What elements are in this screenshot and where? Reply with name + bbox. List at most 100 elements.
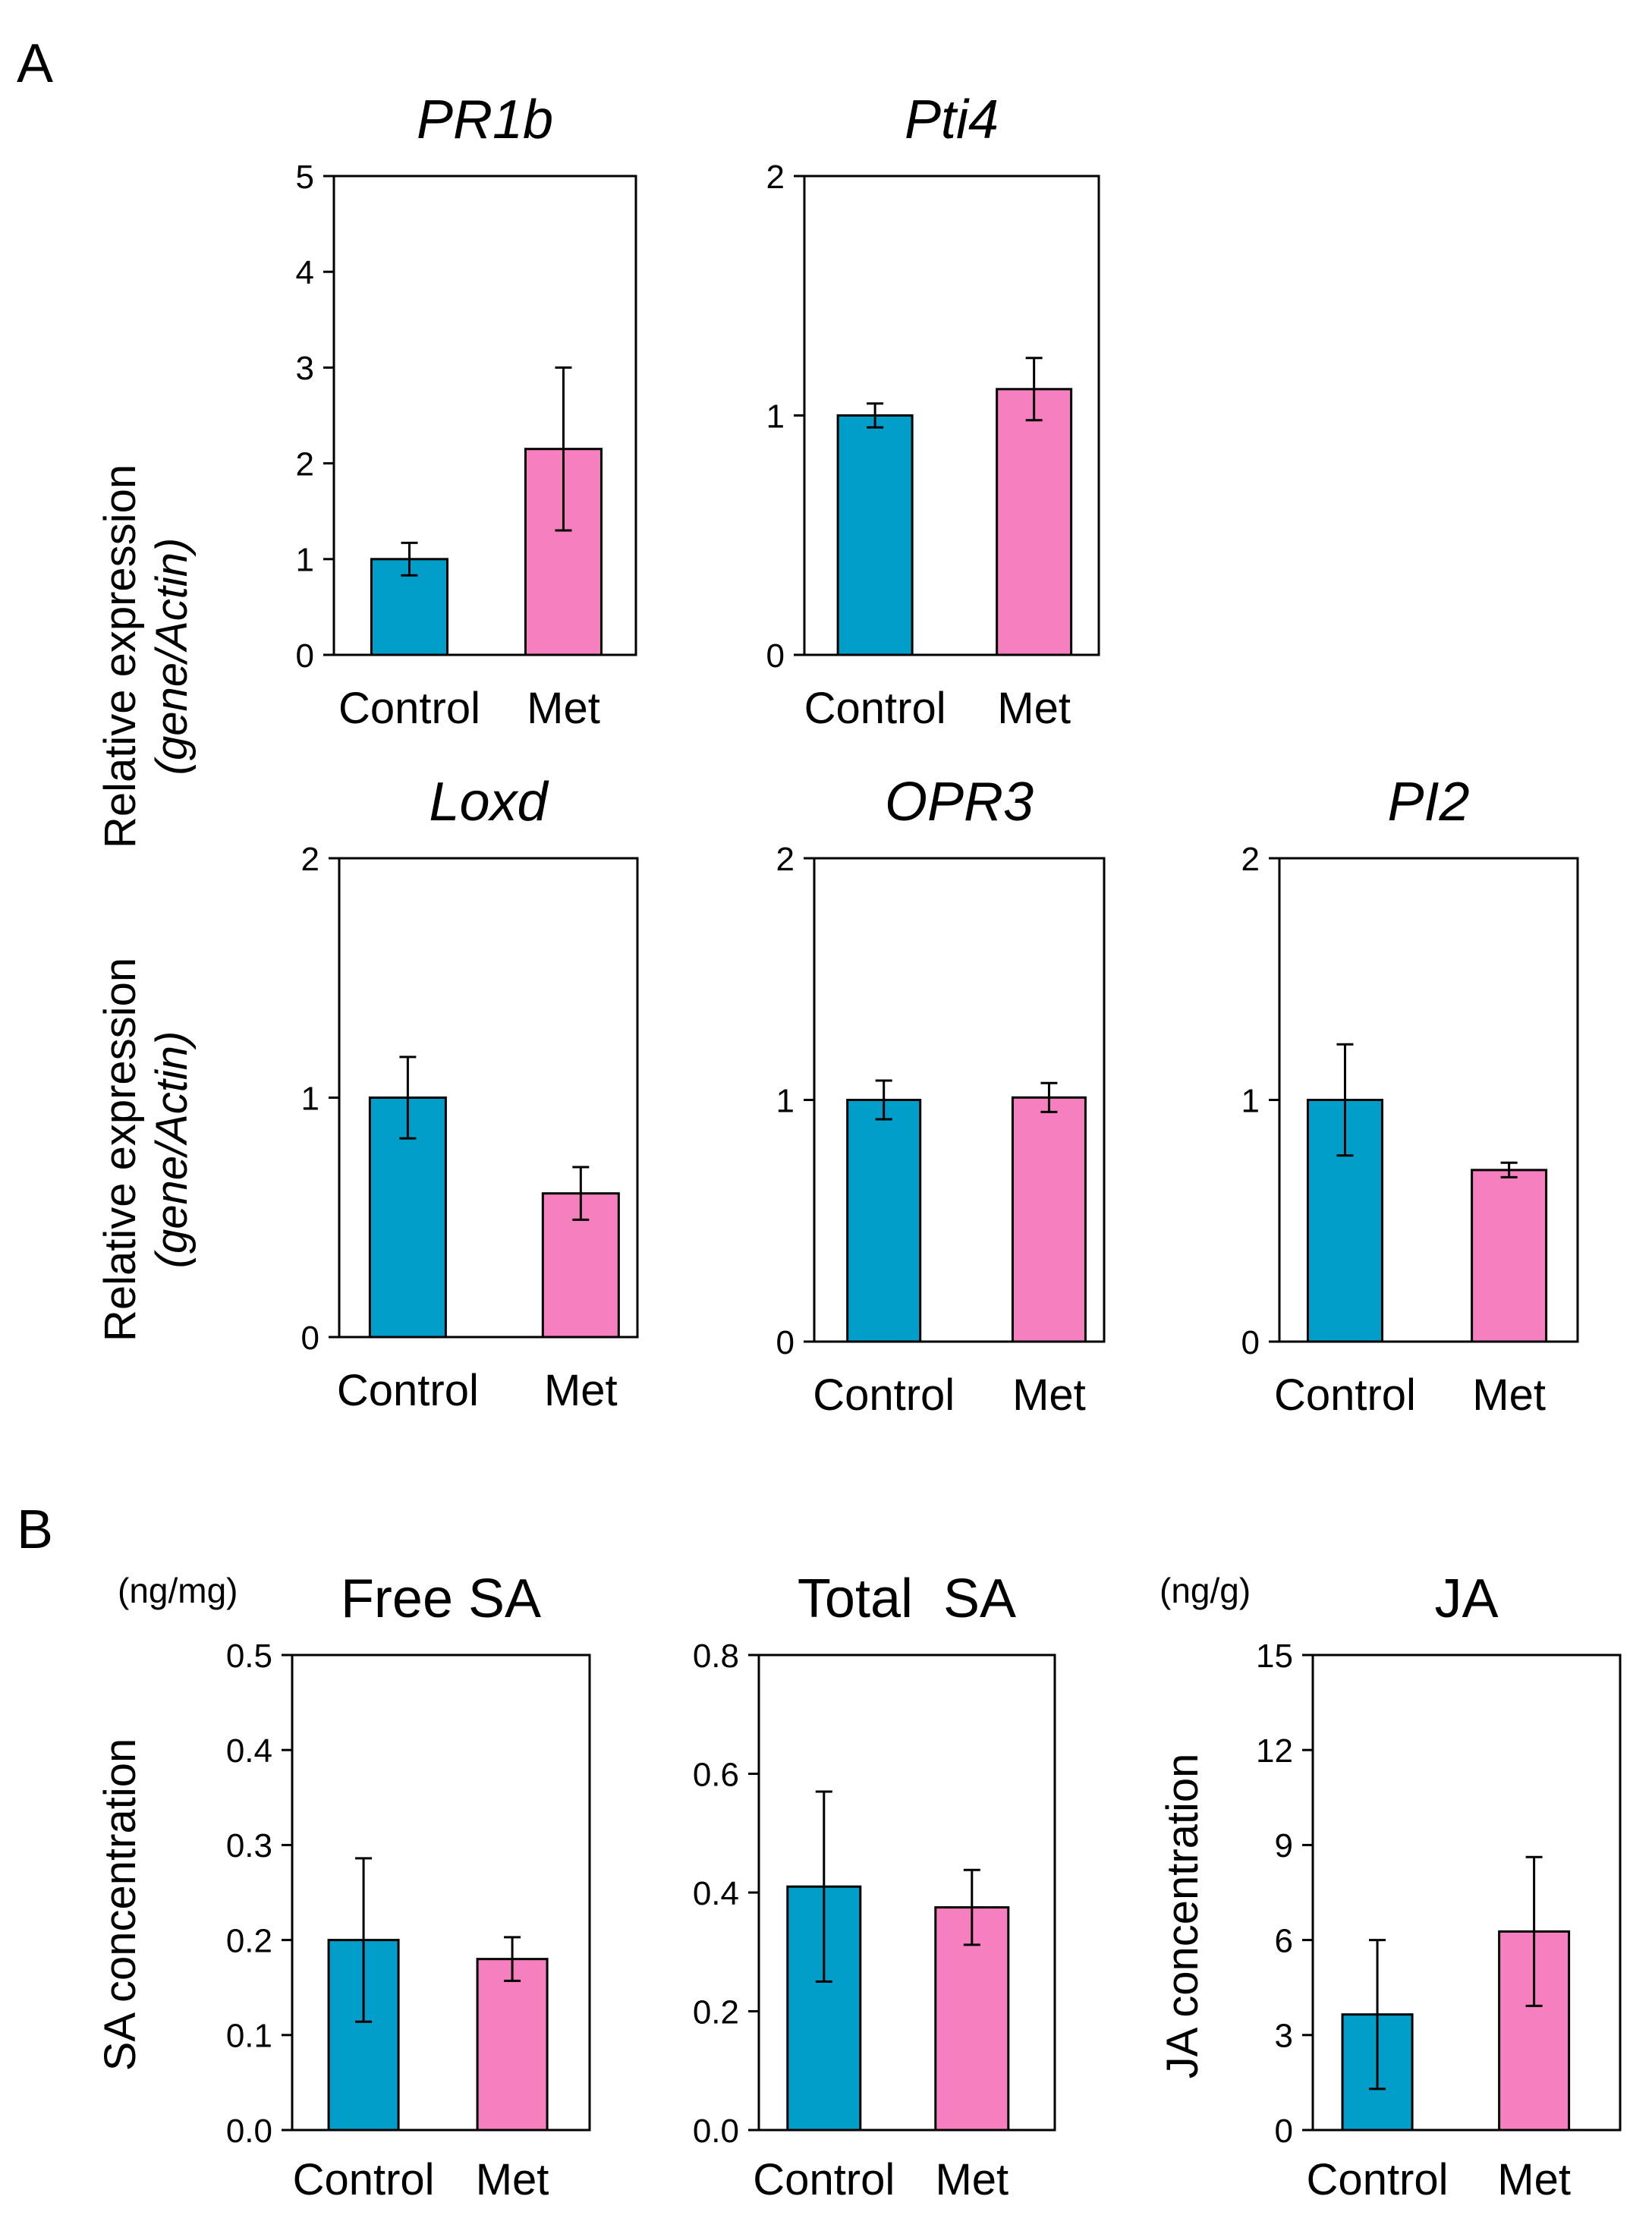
error-bar-control — [401, 541, 418, 577]
x-category-label-control: Control — [337, 1366, 479, 1415]
y-tick-label: 0.3 — [226, 1827, 272, 1864]
x-category-label-control: Control — [293, 2155, 435, 2204]
x-category-label-control: Control — [753, 2155, 895, 2204]
error-bar-control — [355, 1857, 373, 2023]
chart-title: Pti4 — [905, 90, 999, 150]
x-category-label-met: Met — [935, 2155, 1009, 2204]
y-tick-label: 0 — [296, 637, 314, 675]
bar-met — [1011, 1096, 1087, 1343]
y-tick-label: 9 — [1275, 1827, 1293, 1864]
ylabel-expression-sub: (gene/Actin) — [147, 1031, 197, 1269]
error-bar-control — [875, 1079, 892, 1121]
x-category-label-control: Control — [338, 684, 480, 733]
x-category-label-met: Met — [527, 684, 600, 733]
y-tick-label: 2 — [1241, 841, 1260, 878]
y-tick-label: 5 — [296, 159, 314, 196]
y-tick-label: 0.6 — [693, 1756, 739, 1793]
y-tick-label: 0.0 — [693, 2113, 739, 2150]
chart-title: OPR3 — [885, 772, 1034, 832]
ylabel-expression-top: Relative expression (gene/Actin) — [96, 464, 197, 848]
y-tick-label: 0 — [776, 1324, 795, 1361]
plot-frame — [291, 1653, 591, 2132]
error-bar-control — [867, 402, 884, 429]
error-bar-control — [815, 1790, 832, 1983]
chart-title: Free SA — [341, 1569, 541, 1629]
unit-ja: (ng/g) — [1160, 1571, 1251, 1610]
ylabel-ja-concentration: JA concentration — [1158, 1754, 1207, 2079]
y-tick-label: 0 — [1241, 1324, 1260, 1361]
y-tick-label: 1 — [766, 398, 785, 435]
x-category-label-met: Met — [544, 1366, 618, 1415]
error-bar-met — [572, 1166, 590, 1221]
chart-title: Total SA — [798, 1569, 1016, 1629]
y-tick-label: 0.4 — [693, 1875, 739, 1912]
y-tick-label: 2 — [296, 445, 314, 483]
chart-free-sa: 0.0 0.1 0.2 0.3 0.4 0.5 Control Met Free SA — [226, 1569, 591, 2204]
y-tick-label: 2 — [776, 841, 795, 878]
ylabel-expression-bottom: Relative expression (gene/Actin) — [96, 958, 197, 1342]
error-bar-met — [1500, 1161, 1518, 1178]
chart-title: PI2 — [1387, 772, 1469, 832]
y-tick-label: 2 — [766, 159, 785, 196]
chart-pi2: 0 1 2 Control Met PI2 — [1241, 772, 1579, 1420]
y-tick-label: 1 — [1241, 1082, 1260, 1119]
chart-ja: 0 3 6 9 12 15 Control Met JA — [1256, 1569, 1622, 2204]
y-tick-label: 6 — [1275, 1922, 1293, 1959]
x-category-label-met: Met — [1472, 1370, 1546, 1420]
x-category-label-met: Met — [1012, 1370, 1086, 1420]
x-category-label-control: Control — [1274, 1370, 1416, 1420]
y-tick-label: 0.4 — [226, 1732, 272, 1770]
error-bar-control — [1369, 1939, 1386, 2091]
plot-frame — [332, 175, 637, 656]
y-tick-label: 1 — [301, 1080, 319, 1117]
y-tick-label: 0.2 — [693, 1993, 739, 2031]
bar-met — [476, 1958, 549, 2132]
ylabel-expression-sub: (gene/Actin) — [147, 538, 197, 776]
error-bar-control — [399, 1056, 417, 1140]
y-tick-label: 1 — [776, 1082, 795, 1119]
x-category-label-met: Met — [476, 2155, 549, 2204]
y-tick-label: 12 — [1256, 1732, 1293, 1770]
y-tick-label: 0.8 — [693, 1638, 739, 1675]
y-tick-label: 0.0 — [226, 2113, 272, 2150]
error-bar-met — [1525, 1855, 1543, 2007]
bar-met — [1471, 1169, 1548, 1343]
x-category-label-control: Control — [813, 1370, 955, 1420]
y-tick-label: 2 — [301, 841, 319, 878]
x-category-label-met: Met — [997, 684, 1071, 733]
y-tick-label: 4 — [296, 254, 314, 291]
ylabel-expression-main: Relative expression — [96, 464, 145, 848]
chart-opr3: 0 1 2 Control Met OPR3 — [776, 772, 1106, 1420]
bar-met — [996, 388, 1073, 656]
chart-pti4: 0 1 2 Control Met Pti4 — [766, 90, 1100, 733]
plot-frame — [1311, 1653, 1622, 2132]
y-tick-label: 0.1 — [226, 2018, 272, 2055]
y-tick-label: 0 — [766, 637, 785, 675]
error-bar-met — [504, 1936, 521, 1982]
chart-title: Loxd — [429, 772, 549, 832]
x-category-label-control: Control — [804, 684, 946, 733]
x-category-label-control: Control — [1307, 2155, 1449, 2204]
y-tick-label: 3 — [1275, 2018, 1293, 2055]
ylabel-sa-concentration: SA concentration — [96, 1738, 145, 2072]
y-tick-label: 15 — [1256, 1638, 1293, 1675]
y-tick-label: 0.2 — [226, 1922, 272, 1959]
bar-control — [846, 1099, 922, 1343]
panel-label-a: A — [17, 33, 53, 94]
ylabel-expression-main: Relative expression — [96, 958, 145, 1342]
bar-control — [836, 414, 914, 656]
chart-title: PR1b — [417, 90, 553, 150]
x-category-label-met: Met — [1497, 2155, 1571, 2204]
panel-label-b: B — [17, 1499, 53, 1560]
y-tick-label: 1 — [296, 542, 314, 579]
chart-loxd: 0 1 2 Control Met Loxd — [301, 772, 639, 1415]
error-bar-met — [1025, 357, 1043, 422]
y-tick-label: 0 — [301, 1320, 319, 1357]
chart-title: JA — [1434, 1569, 1498, 1629]
error-bar-met — [555, 366, 572, 532]
error-bar-met — [963, 1868, 980, 1946]
error-bar-met — [1040, 1081, 1058, 1113]
chart-pr1b: 0 1 2 3 4 5 Control Met PR1b — [296, 90, 637, 733]
y-tick-label: 3 — [296, 350, 314, 387]
